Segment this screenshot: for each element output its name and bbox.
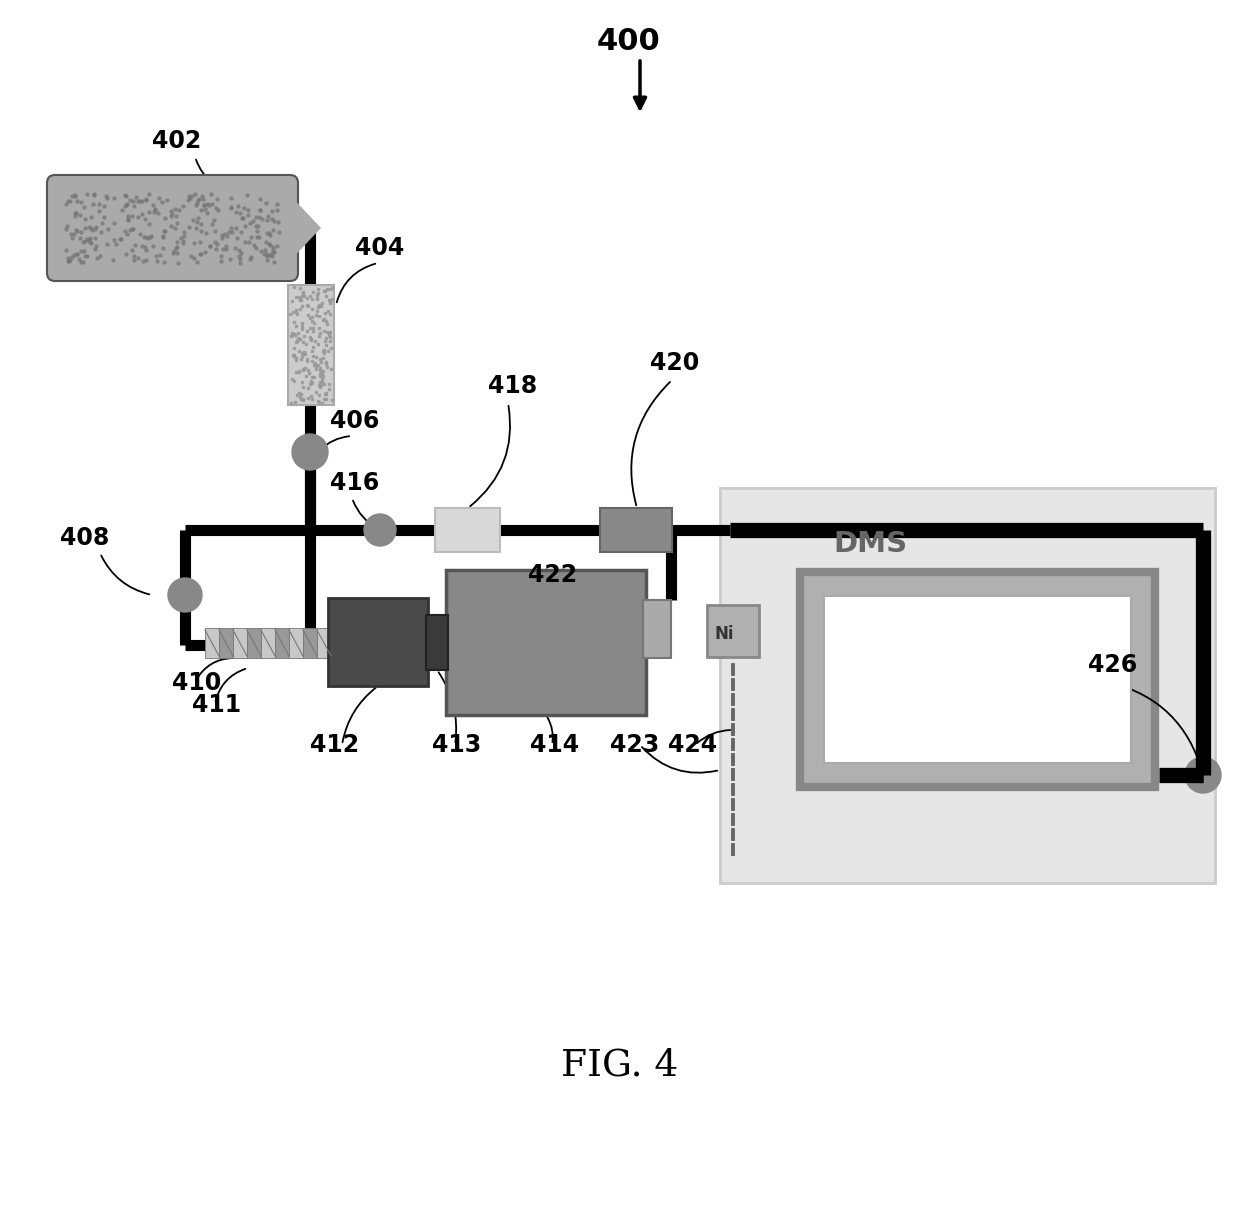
Bar xyxy=(644,600,671,658)
Text: 400: 400 xyxy=(596,27,660,56)
Bar xyxy=(329,598,428,686)
Circle shape xyxy=(365,514,396,546)
Text: 423: 423 xyxy=(610,733,660,757)
Text: 410: 410 xyxy=(172,671,221,695)
Bar xyxy=(275,628,289,658)
FancyBboxPatch shape xyxy=(47,175,298,281)
Bar xyxy=(600,507,672,553)
Bar xyxy=(288,285,334,405)
Text: 414: 414 xyxy=(529,733,579,757)
Text: 411: 411 xyxy=(192,692,241,717)
Text: 416: 416 xyxy=(330,471,379,495)
Bar xyxy=(247,628,260,658)
Bar xyxy=(707,605,759,657)
Bar xyxy=(303,628,317,658)
Text: 420: 420 xyxy=(650,350,699,375)
Bar xyxy=(289,628,303,658)
Text: 424: 424 xyxy=(668,733,717,757)
Text: Ni: Ni xyxy=(714,626,734,643)
Bar xyxy=(435,507,500,553)
Bar xyxy=(800,572,1154,787)
Circle shape xyxy=(291,434,329,470)
Polygon shape xyxy=(285,191,320,265)
Circle shape xyxy=(1185,757,1221,793)
Bar xyxy=(427,615,448,671)
Bar xyxy=(260,628,275,658)
Text: 418: 418 xyxy=(489,374,537,398)
Text: 408: 408 xyxy=(60,526,109,550)
Text: DMS: DMS xyxy=(833,529,908,559)
Text: 406: 406 xyxy=(330,409,379,433)
Bar xyxy=(446,570,646,716)
Text: 422: 422 xyxy=(528,563,577,587)
Circle shape xyxy=(167,578,202,612)
Text: 412: 412 xyxy=(310,733,360,757)
Bar xyxy=(317,628,331,658)
Text: FIG. 4: FIG. 4 xyxy=(562,1047,678,1083)
Text: 426: 426 xyxy=(1087,654,1137,677)
Bar xyxy=(233,628,247,658)
Text: 413: 413 xyxy=(432,733,481,757)
Bar xyxy=(205,628,219,658)
Text: 404: 404 xyxy=(355,236,404,260)
Bar xyxy=(720,488,1215,884)
Text: 402: 402 xyxy=(153,129,201,153)
Bar xyxy=(825,596,1131,763)
Bar xyxy=(219,628,233,658)
